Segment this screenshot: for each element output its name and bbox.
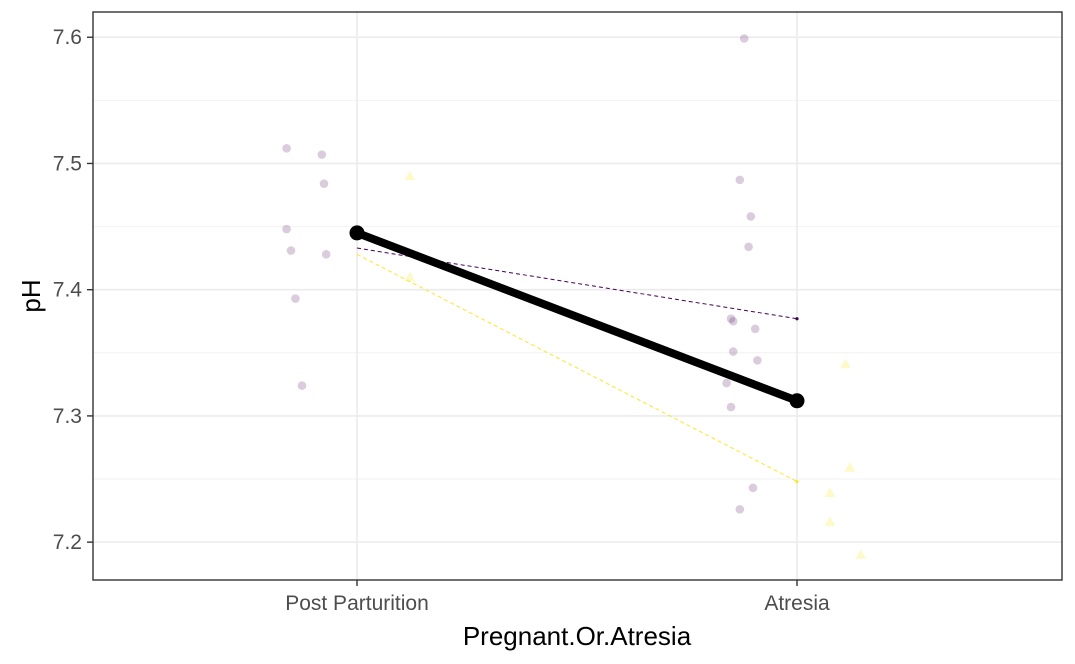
y-tick-label: 7.5: [53, 152, 82, 175]
x-tick-label: Atresia: [764, 592, 830, 615]
point-yellow: [824, 516, 836, 526]
point-purple: [317, 150, 327, 159]
point-purple: [739, 34, 749, 43]
point-purple: [286, 246, 296, 255]
series-point-purple: [795, 317, 799, 321]
point-purple: [726, 402, 736, 412]
y-tick-label: 7.6: [53, 26, 82, 49]
point-purple: [746, 212, 756, 221]
grid-layer: [93, 12, 1062, 580]
points-layer: [282, 34, 867, 559]
point-purple: [282, 144, 291, 153]
series-line-yellow: [356, 253, 798, 482]
point-purple: [728, 316, 738, 326]
point-purple: [319, 179, 329, 188]
point-purple: [728, 347, 738, 356]
y-tick-label: 7.3: [53, 405, 82, 428]
point-yellow: [404, 271, 416, 282]
point-purple: [748, 483, 758, 493]
point-yellow: [404, 170, 416, 181]
point-purple: [726, 314, 736, 324]
point-yellow: [844, 462, 856, 472]
series-point-yellow: [795, 479, 799, 484]
point-yellow: [840, 358, 851, 369]
point-purple: [291, 294, 300, 303]
x-axis-title: Pregnant.Or.Atresia: [463, 621, 692, 651]
point-purple: [321, 250, 331, 259]
point-yellow: [824, 487, 836, 497]
y-tick-label: 7.2: [53, 531, 82, 554]
point-purple: [750, 324, 760, 334]
series-line-purple: [356, 247, 798, 320]
point-purple: [282, 224, 291, 234]
axis-layer: 7.2 7.3 7.4 7.5 7.6 Post Parturition Atresia: [53, 26, 830, 615]
y-axis-title: pH: [16, 279, 46, 312]
point-purple: [297, 381, 307, 390]
series-point-mean: [789, 393, 805, 409]
point-purple: [744, 242, 753, 252]
point-purple: [735, 505, 745, 514]
plot-panel-border: [92, 11, 1063, 581]
point-yellow: [855, 549, 867, 559]
lines-layer: [349, 225, 805, 484]
point-purple: [753, 356, 762, 365]
point-purple: [735, 175, 745, 185]
series-line-mean: [355, 229, 799, 405]
point-purple: [722, 378, 731, 388]
x-tick-label: Post Parturition: [285, 592, 429, 615]
series-point-mean: [349, 225, 365, 241]
y-tick-label: 7.4: [53, 279, 83, 302]
plot-panel-background: [93, 12, 1062, 580]
